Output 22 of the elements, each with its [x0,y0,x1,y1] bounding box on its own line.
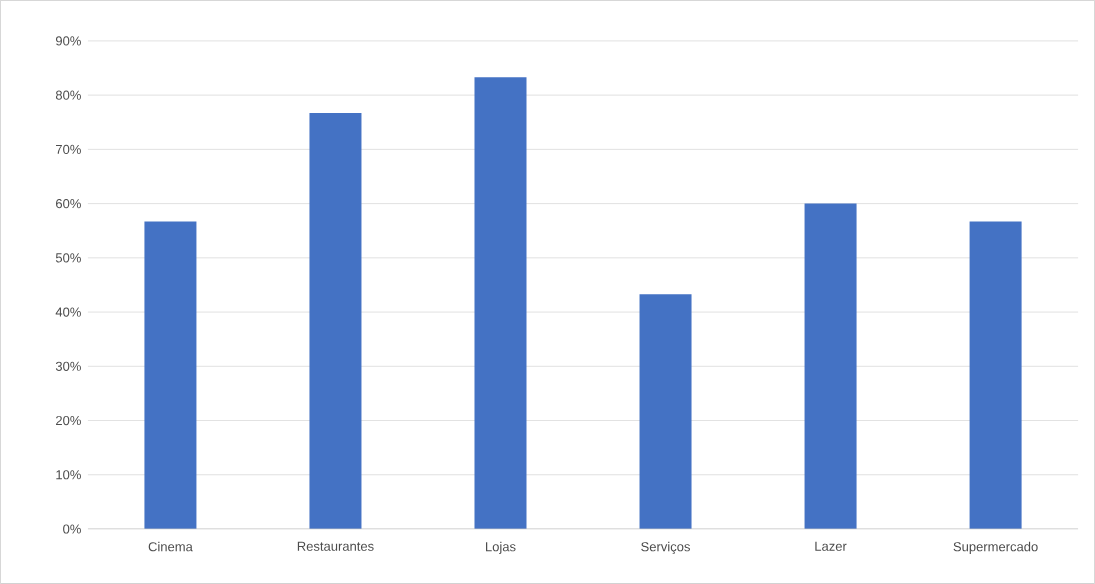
x-tick-label: Lazer [815,541,847,551]
y-tick-label: 10% [56,470,81,480]
y-tick-label: 50% [55,253,81,263]
x-tick-label: Lojas [486,541,516,554]
y-tick-label: 0% [63,524,81,534]
y-tick-label: 20% [56,415,81,426]
x-tick-label: Cinema [148,541,193,552]
y-tick-label: 70% [56,144,81,155]
y-tick-label: 60% [56,199,81,209]
y-tick-label: 90% [55,36,81,46]
bar [804,203,857,530]
bar [639,294,692,530]
bar [474,77,527,530]
x-tick-label: Restaurantes [297,541,374,551]
y-tick-label: 80% [55,90,81,100]
x-tick-label: Supermercado [953,541,1038,554]
bar [969,221,1022,530]
y-tick-label: 40% [55,307,81,317]
y-tick-label: 30% [55,361,81,371]
x-tick-label: Serviços [641,541,690,555]
bar [144,221,197,530]
bar [309,113,362,530]
